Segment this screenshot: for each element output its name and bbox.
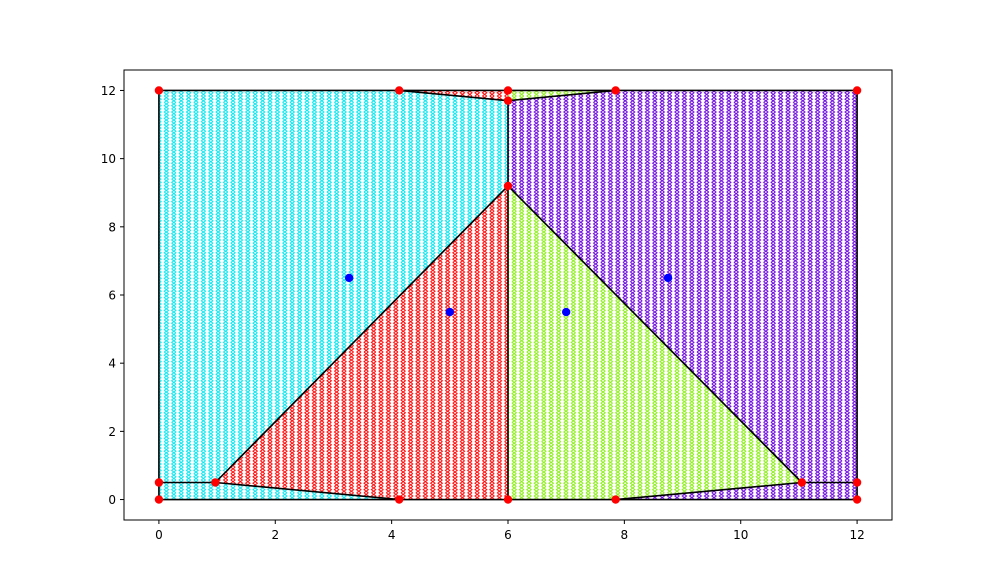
vertex-point-5	[395, 86, 404, 95]
vertex-point-4	[395, 495, 404, 504]
y-tick-label: 2	[108, 425, 116, 439]
y-tick-label: 0	[108, 493, 116, 507]
edge-line-5	[214, 185, 509, 484]
vertex-point-11	[611, 86, 620, 95]
x-axis: 0 2 4 6 8 10 12	[155, 520, 865, 542]
edge-line-6	[507, 185, 803, 484]
x-tick-label: 12	[849, 528, 864, 542]
center-point-1	[445, 307, 455, 317]
center-point-0	[344, 273, 354, 283]
edge-line-10	[615, 481, 802, 501]
x-tick-label: 4	[388, 528, 396, 542]
y-tick-label: 6	[108, 289, 116, 303]
vertex-point-15	[852, 86, 862, 95]
vertex-point-6	[503, 495, 513, 504]
x-tick-label: 8	[621, 528, 629, 542]
x-tick-label: 2	[271, 528, 279, 542]
y-tick-label: 4	[108, 357, 116, 371]
vertex-point-10	[611, 495, 620, 504]
region-cyan-1	[158, 482, 400, 500]
vertex-point-3	[211, 478, 220, 487]
x-tick-label: 10	[733, 528, 748, 542]
region-purple-7	[615, 482, 858, 500]
center-point-2	[561, 307, 571, 317]
vertex-points	[154, 86, 862, 504]
x-tick-label: 6	[504, 528, 512, 542]
region-purple-6	[508, 90, 858, 483]
vertex-point-13	[852, 495, 862, 504]
center-points	[344, 273, 673, 317]
region-green-4	[508, 185, 802, 500]
edge-line-11	[399, 89, 509, 102]
region-red-2	[215, 185, 508, 500]
y-tick-label: 12	[101, 84, 116, 98]
vertex-point-14	[852, 478, 862, 487]
edge-line-12	[507, 89, 616, 102]
vertex-point-2	[154, 86, 164, 95]
hatched-regions	[158, 90, 858, 500]
y-tick-label: 8	[108, 220, 116, 234]
center-point-3	[663, 273, 673, 283]
vertex-point-1	[154, 478, 164, 487]
x-tick-label: 0	[155, 528, 163, 542]
edge-line-9	[215, 481, 400, 501]
y-tick-label: 10	[101, 152, 116, 166]
vertex-point-0	[154, 495, 164, 504]
vertex-point-9	[503, 86, 513, 95]
vertex-point-12	[797, 478, 807, 487]
region-cyan-0	[158, 90, 508, 500]
vertex-point-8	[503, 96, 513, 105]
vertex-point-7	[503, 181, 513, 191]
y-axis: 0 2 4 6 8 10 12	[101, 84, 124, 507]
